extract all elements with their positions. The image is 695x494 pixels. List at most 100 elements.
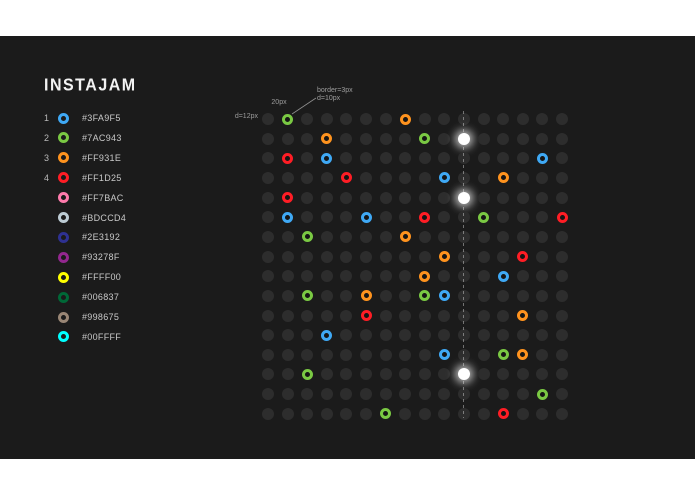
grid-dot [556,270,568,283]
grid-ring [478,211,490,223]
grid-dot [418,407,431,420]
grid-dot [379,113,392,125]
grid-ring [282,152,294,164]
palette-item: #BDCCD4 [44,208,126,228]
grid-dot [516,270,529,283]
grid-dot [516,329,529,342]
grid-dot [458,171,470,184]
grid-dot [458,152,470,165]
grid-ring [536,152,548,164]
grid-dot [320,211,333,224]
grid-dot [262,152,274,165]
grid-dot [360,230,372,243]
palette-item-number: 4 [44,172,50,183]
grid-dot [301,309,314,322]
grid-dot [399,270,412,283]
palette-ring-icon [58,231,69,243]
grid-dot [340,270,353,283]
grid-dot [497,152,510,165]
grid-dot [340,368,353,381]
grid-ring [517,251,529,263]
grid-dot [556,152,568,165]
grid-dot [497,113,510,125]
grid-dot [281,368,294,381]
grid-dot [438,368,451,381]
palette-ring-icon [58,251,69,263]
palette-item: #00FFFF [44,327,121,347]
grid-ring [399,231,411,243]
grid-dot [281,270,294,283]
grid-dot [438,388,451,401]
grid-dot [438,230,451,243]
grid-dot [379,230,392,243]
grid-ring [438,349,450,361]
grid-dot [281,250,294,263]
palette-ring-icon [58,331,69,343]
grid-dot [301,407,314,420]
grid-dot [477,152,490,165]
grid-ring [497,270,509,282]
grid-dot [536,329,549,342]
grid-dot [438,329,451,342]
palette-ring-icon [58,291,69,303]
palette-hex-label: #FF7BAC [82,192,124,203]
grid-dot [340,113,353,125]
grid-ring [419,211,431,223]
grid-dot [379,191,392,204]
grid-dot [301,348,314,361]
grid-dot [262,191,274,204]
grid-dot [497,250,510,263]
grid-dot [516,230,529,243]
palette-hex-label: #3FA9F5 [82,113,121,123]
grid-dot [477,309,490,322]
grid-ring [282,113,294,125]
grid-dot [536,132,549,145]
grid-dot [320,250,333,263]
grid-ring [497,408,509,420]
grid-dot [262,113,274,125]
grid-dot [418,250,431,263]
grid-dot [399,132,412,145]
grid-ring [301,231,313,243]
grid-dot [320,388,333,401]
grid-ring [419,290,431,302]
grid-dot [399,171,412,184]
grid-ring [438,290,450,302]
palette-hex-label: #2E3192 [82,232,121,243]
palette-ring-icon [58,192,69,204]
grid-dot [262,309,274,322]
grid-dot [536,348,549,361]
grid-dot [320,230,333,243]
grid-dot [418,191,431,204]
grid-dot [477,230,490,243]
grid-dot [379,329,392,342]
grid-dot [262,250,274,263]
palette-hex-label: #FF1D25 [82,172,122,183]
grid-dot [516,368,529,381]
grid-dot [281,348,294,361]
grid-dot [340,152,353,165]
grid-dot [301,171,314,184]
grid-ring [380,408,392,420]
grid-dot [556,132,568,145]
palette-ring-icon [58,271,69,283]
grid-ring [399,113,411,125]
grid-dot [477,289,490,302]
grid-dot [477,329,490,342]
grid-dot [516,388,529,401]
grid-dot [360,368,372,381]
palette-ring-icon [58,311,69,323]
grid-ring [419,270,431,282]
grid-dot [418,152,431,165]
grid-dot [477,348,490,361]
grid-dot [556,191,568,204]
grid-dot [536,368,549,381]
grid-dot [301,250,314,263]
grid-dot [556,407,568,420]
white-glow-dot [458,191,470,204]
grid-dot [379,132,392,145]
grid-dot [418,309,431,322]
grid-ring [419,133,431,145]
grid-dot [360,270,372,283]
dark-canvas: INSTAJAM 1 #3FA9F5 2 #7AC943 3 #FF931E 4 #FF1D2… [0,36,695,459]
